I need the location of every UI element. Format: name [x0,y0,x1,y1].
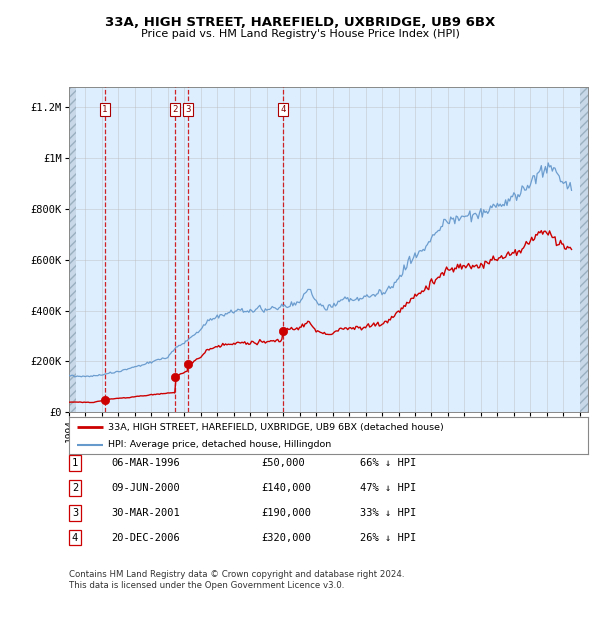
Text: 26% ↓ HPI: 26% ↓ HPI [360,533,416,542]
Text: 30-MAR-2001: 30-MAR-2001 [111,508,180,518]
Bar [580,87,588,412]
Text: This data is licensed under the Open Government Licence v3.0.: This data is licensed under the Open Gov… [69,581,344,590]
Text: 3: 3 [72,508,78,518]
Text: £140,000: £140,000 [261,483,311,493]
Text: 2: 2 [172,105,178,114]
Text: Price paid vs. HM Land Registry's House Price Index (HPI): Price paid vs. HM Land Registry's House … [140,29,460,38]
Text: 06-MAR-1996: 06-MAR-1996 [111,458,180,468]
Text: £50,000: £50,000 [261,458,305,468]
Text: £320,000: £320,000 [261,533,311,542]
Text: 09-JUN-2000: 09-JUN-2000 [111,483,180,493]
Text: 2: 2 [72,483,78,493]
Text: 4: 4 [72,533,78,542]
Text: 33% ↓ HPI: 33% ↓ HPI [360,508,416,518]
Text: 1: 1 [72,458,78,468]
Text: 47% ↓ HPI: 47% ↓ HPI [360,483,416,493]
Text: 3: 3 [185,105,191,114]
Text: 33A, HIGH STREET, HAREFIELD, UXBRIDGE, UB9 6BX (detached house): 33A, HIGH STREET, HAREFIELD, UXBRIDGE, U… [108,423,443,432]
Text: 1: 1 [102,105,107,114]
Text: 4: 4 [280,105,286,114]
Text: £190,000: £190,000 [261,508,311,518]
Text: Contains HM Land Registry data © Crown copyright and database right 2024.: Contains HM Land Registry data © Crown c… [69,570,404,579]
Text: 66% ↓ HPI: 66% ↓ HPI [360,458,416,468]
Text: HPI: Average price, detached house, Hillingdon: HPI: Average price, detached house, Hill… [108,440,331,449]
Text: 33A, HIGH STREET, HAREFIELD, UXBRIDGE, UB9 6BX: 33A, HIGH STREET, HAREFIELD, UXBRIDGE, U… [105,16,495,29]
Text: 20-DEC-2006: 20-DEC-2006 [111,533,180,542]
Bar [69,87,76,412]
